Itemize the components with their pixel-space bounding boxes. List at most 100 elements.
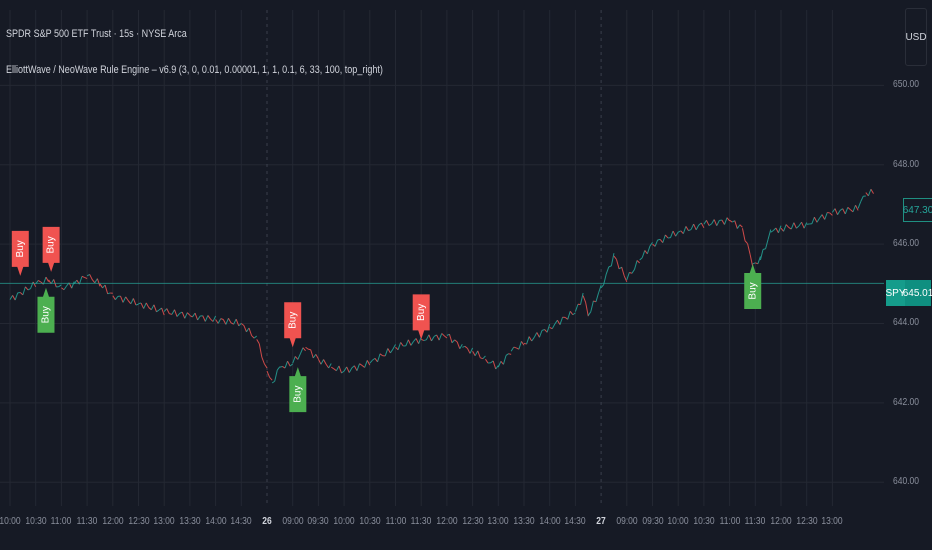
price-segment (161, 307, 165, 316)
sell-signal-marker (412, 294, 430, 340)
x-tick-label: 11:30 (410, 516, 432, 527)
price-segment (222, 319, 227, 325)
price-segment (228, 318, 232, 324)
price-segment (759, 249, 764, 261)
x-tick-label: 14:00 (539, 516, 561, 527)
x-tick-label: 09:00 (282, 516, 304, 527)
price-segment (204, 315, 209, 322)
price-segment (145, 302, 150, 308)
price-segment (150, 304, 155, 310)
price-segment (767, 229, 772, 240)
x-tick-label: 14:30 (230, 516, 252, 527)
price-segment (626, 272, 630, 280)
x-tick-label: 12:30 (127, 516, 150, 527)
price-segment (233, 318, 237, 325)
price-segment (140, 302, 145, 309)
price-segment (744, 240, 748, 245)
price-segment (158, 307, 162, 311)
chart-title: SPDR S&P 500 ETF Trust · 15s · NYSE Arca (6, 28, 187, 40)
price-segment (546, 324, 551, 333)
price-segment (659, 239, 664, 243)
indicator-label[interactable]: ElliottWave / NeoWave Rule Engine – v6.9… (6, 64, 383, 76)
price-segment (723, 217, 728, 225)
price-segment (269, 376, 273, 381)
price-segment (636, 260, 640, 264)
price-segment (526, 336, 530, 345)
price-segment (785, 224, 790, 228)
price-segment (490, 360, 494, 364)
price-segment (256, 339, 260, 344)
price-segment (372, 357, 376, 361)
price-segment (289, 363, 294, 367)
price-segment (554, 319, 558, 325)
price-segment (32, 281, 37, 288)
price-segment (148, 307, 152, 311)
currency-button[interactable]: USD (905, 8, 927, 66)
price-segment (197, 315, 201, 321)
price-segment (831, 208, 836, 213)
price-segment (867, 189, 872, 196)
price-segment (71, 281, 75, 289)
price-segment (400, 342, 404, 347)
price-segment (780, 227, 784, 232)
price-segment (857, 201, 862, 209)
price-segment (713, 219, 718, 226)
x-tick-label: 26 (262, 516, 272, 527)
price-segment (839, 208, 843, 211)
price-segment (171, 309, 175, 315)
price-segment (734, 220, 738, 229)
price-segment (783, 224, 787, 232)
price-segment (528, 336, 533, 342)
price-segment (531, 337, 535, 342)
price-segment (279, 365, 283, 368)
price-segment (19, 292, 24, 296)
price-segment (508, 353, 512, 355)
price-segment (333, 368, 337, 372)
x-tick-label: 09:30 (641, 516, 664, 527)
price-segment (276, 366, 281, 371)
price-segment (675, 231, 679, 237)
x-tick-label: 09:30 (307, 516, 330, 527)
price-segment (796, 225, 800, 229)
price-segment (641, 250, 646, 258)
y-tick-label: 640.00 (893, 476, 920, 488)
price-segment (104, 284, 109, 294)
current-price-tag: 645.01 (903, 280, 932, 306)
price-segment (99, 283, 103, 289)
y-tick-label: 642.00 (893, 396, 920, 408)
price-segment (685, 226, 689, 231)
x-tick-label: 13:00 (821, 516, 844, 527)
signal-label: Buy (292, 386, 303, 403)
price-segment (574, 304, 579, 312)
price-segment (343, 366, 348, 372)
price-segment (477, 350, 481, 358)
price-segment (384, 348, 389, 357)
price-segment (438, 333, 443, 341)
price-segment (834, 208, 839, 215)
price-segment (502, 355, 507, 365)
x-tick-label: 12:00 (436, 516, 458, 527)
price-segment (238, 322, 242, 327)
price-segment (711, 219, 715, 225)
price-segment (186, 312, 191, 316)
price-segment (739, 224, 743, 228)
price-segment (359, 363, 363, 366)
price-segment (325, 363, 330, 369)
price-segment (413, 338, 417, 342)
x-tick-label: 12:30 (796, 516, 818, 527)
price-segment (225, 318, 229, 325)
price-segment (741, 228, 746, 241)
price-segment (335, 365, 340, 371)
price-segment (608, 265, 612, 268)
price-segment (842, 208, 846, 215)
price-segment (688, 229, 692, 232)
y-tick-label: 644.00 (893, 317, 920, 329)
price-segment (156, 309, 160, 313)
price-segment (202, 315, 206, 322)
signal-label: Buy (416, 304, 427, 321)
price-segment (356, 363, 360, 371)
price-segment (248, 327, 253, 336)
price-segment (436, 334, 440, 341)
price-segment (405, 339, 409, 347)
